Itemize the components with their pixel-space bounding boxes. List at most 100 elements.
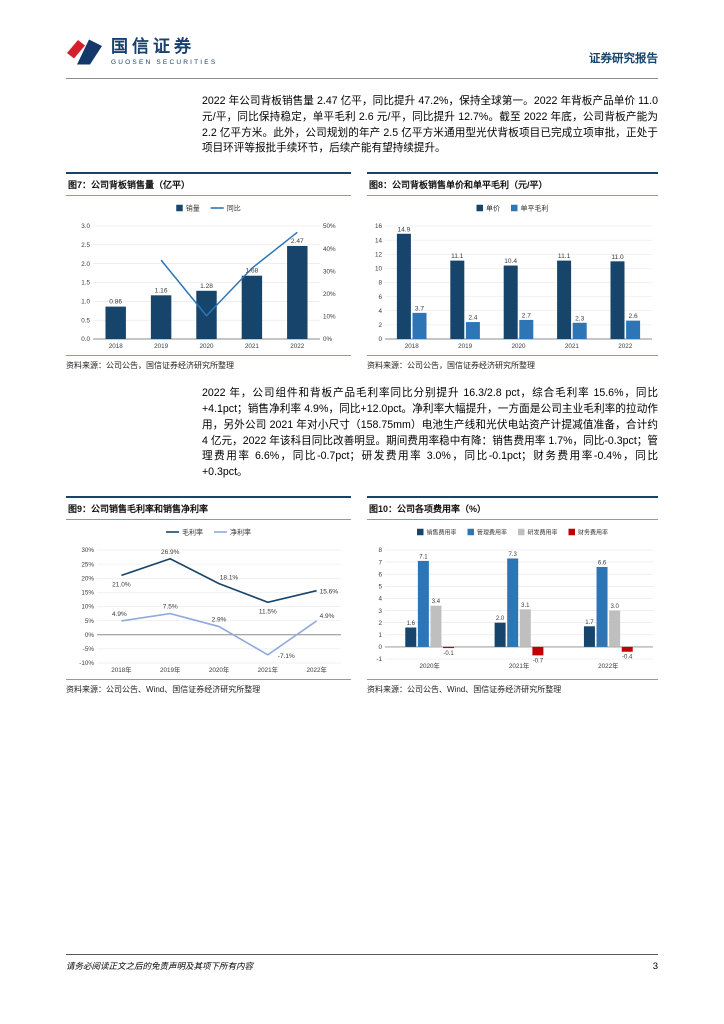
svg-text:20%: 20% xyxy=(81,575,94,582)
figure-9-source: 资料来源：公司公告、Wind、国信证券经济研究所整理 xyxy=(66,684,261,694)
svg-text:50%: 50% xyxy=(323,223,336,230)
svg-text:2: 2 xyxy=(378,620,382,627)
svg-text:2022年: 2022年 xyxy=(306,665,326,674)
figure-10-title: 图10：公司各项费用率（%） xyxy=(367,495,658,520)
page-header: 国信证券 GUOSEN SECURITIES 证券研究报告 xyxy=(66,36,658,79)
svg-text:销量: 销量 xyxy=(186,204,200,213)
svg-text:14.9: 14.9 xyxy=(397,226,410,233)
svg-text:2021: 2021 xyxy=(245,343,260,350)
svg-text:7.1: 7.1 xyxy=(419,554,428,560)
logo-text: 国信证券 GUOSEN SECURITIES xyxy=(111,37,217,65)
page-footer: 请务必阅读正文之后的免责声明及其项下所有内容 3 xyxy=(66,954,658,972)
svg-text:20%: 20% xyxy=(323,291,336,298)
svg-text:2.6: 2.6 xyxy=(629,313,638,320)
svg-text:2019: 2019 xyxy=(154,343,169,350)
svg-text:单价: 单价 xyxy=(486,204,500,213)
svg-text:2019年: 2019年 xyxy=(160,665,180,674)
footer-disclaimer: 请务必阅读正文之后的免责声明及其项下所有内容 xyxy=(66,961,254,971)
report-type-label: 证券研究报告 xyxy=(589,53,658,65)
svg-text:11.1: 11.1 xyxy=(451,253,464,260)
svg-text:18.1%: 18.1% xyxy=(220,575,239,582)
svg-text:5: 5 xyxy=(378,584,382,591)
svg-text:4: 4 xyxy=(378,596,382,603)
figure-row-1: 图7：公司背板销售量（亿平） 0.0 0.5 1.0 1.5 2.0 2.5 3.0 0% 10… xyxy=(66,172,658,371)
svg-text:4.9%: 4.9% xyxy=(112,611,127,618)
svg-text:0: 0 xyxy=(378,336,382,343)
svg-text:4.9%: 4.9% xyxy=(320,613,335,620)
svg-text:15%: 15% xyxy=(81,590,94,597)
svg-text:-5%: -5% xyxy=(83,646,95,653)
svg-text:财务费用率: 财务费用率 xyxy=(578,528,608,536)
svg-text:25%: 25% xyxy=(81,561,94,568)
svg-text:10%: 10% xyxy=(81,604,94,611)
svg-text:15.6%: 15.6% xyxy=(320,589,339,596)
svg-text:2022: 2022 xyxy=(618,343,633,350)
figure-9: 图9：公司销售毛利率和销售净利率 -10% -5% 0% 5% 10% 15% 20% 25%… xyxy=(66,495,351,695)
svg-text:1.68: 1.68 xyxy=(245,268,258,275)
svg-text:2021年: 2021年 xyxy=(258,665,278,674)
svg-text:8: 8 xyxy=(378,280,382,287)
svg-text:4: 4 xyxy=(378,308,382,315)
svg-text:2.0: 2.0 xyxy=(496,616,505,622)
svg-text:2020年: 2020年 xyxy=(209,665,229,674)
figure-7-source: 资料来源：公司公告，国信证券经济研究所整理 xyxy=(66,361,234,371)
svg-text:11.0: 11.0 xyxy=(611,254,624,261)
svg-text:30%: 30% xyxy=(323,269,336,276)
figure-8-chart: 0 2 4 6 8 10 12 14 16 14.9 3.7 2018 11.1 2.4 2019 10.4 2… xyxy=(367,196,658,357)
svg-text:研发费用率: 研发费用率 xyxy=(528,528,558,536)
page-number: 3 xyxy=(652,961,658,972)
svg-text:单平毛利: 单平毛利 xyxy=(521,204,549,213)
svg-text:0%: 0% xyxy=(85,632,95,639)
svg-text:3.0: 3.0 xyxy=(610,604,619,610)
figure-8-source: 资料来源：公司公告，国信证券经济研究所整理 xyxy=(367,361,535,371)
svg-text:2018: 2018 xyxy=(405,343,420,350)
svg-text:-0.7: -0.7 xyxy=(533,658,544,664)
svg-text:11.1: 11.1 xyxy=(558,253,571,260)
svg-text:3.7: 3.7 xyxy=(415,306,424,313)
svg-text:40%: 40% xyxy=(323,246,336,253)
svg-text:7.5%: 7.5% xyxy=(163,604,178,611)
svg-text:2: 2 xyxy=(378,322,382,329)
svg-text:2.5: 2.5 xyxy=(81,242,90,249)
figure-7-chart: 0.0 0.5 1.0 1.5 2.0 2.5 3.0 0% 10% 20% 30% 40% 50% 0.… xyxy=(66,196,351,357)
svg-text:净利率: 净利率 xyxy=(230,527,251,536)
figure-10: 图10：公司各项费用率（%） -1 0 1 2 3 4 5 6 7 8 1.6 7.1 3.4 -0.1 2… xyxy=(367,495,658,695)
svg-text:1: 1 xyxy=(378,632,382,639)
figure-9-title: 图9：公司销售毛利率和销售净利率 xyxy=(66,495,351,520)
svg-text:6: 6 xyxy=(378,571,382,578)
svg-text:0.0: 0.0 xyxy=(81,336,90,343)
figure-10-source: 资料来源：公司公告、Wind、国信证券经济研究所整理 xyxy=(367,684,562,694)
svg-text:6: 6 xyxy=(378,294,382,301)
svg-text:2.0: 2.0 xyxy=(81,261,90,268)
svg-text:2021: 2021 xyxy=(565,343,580,350)
paragraph-backplane-sales: 2022 年公司背板销售量 2.47 亿平，同比提升 47.2%，保持全球第一。… xyxy=(202,95,658,155)
svg-text:1.0: 1.0 xyxy=(81,299,90,306)
figure-8: 图8：公司背板销售单价和单平毛利（元/平） 0 2 4 6 8 10 12 14 16 14.9 3… xyxy=(367,172,658,371)
svg-text:6.6: 6.6 xyxy=(598,560,607,566)
svg-text:1.5: 1.5 xyxy=(81,280,90,287)
svg-text:-10%: -10% xyxy=(79,660,94,667)
svg-text:2018: 2018 xyxy=(109,343,124,350)
svg-text:0.5: 0.5 xyxy=(81,318,90,325)
svg-text:-1: -1 xyxy=(376,656,382,663)
guosen-logo-icon xyxy=(67,39,102,65)
figure-10-chart: -1 0 1 2 3 4 5 6 7 8 1.6 7.1 3.4 -0.1 2020年 2.0 7.3 3.1 -0… xyxy=(367,520,658,680)
svg-text:1.7: 1.7 xyxy=(585,620,594,626)
svg-text:3.4: 3.4 xyxy=(432,599,441,605)
svg-text:3.1: 3.1 xyxy=(521,603,530,609)
svg-text:7: 7 xyxy=(378,559,382,566)
svg-text:14: 14 xyxy=(375,238,383,245)
svg-text:10: 10 xyxy=(375,266,383,273)
svg-text:11.5%: 11.5% xyxy=(259,608,277,615)
figure-8-title: 图8：公司背板销售单价和单平毛利（元/平） xyxy=(367,172,658,197)
svg-text:10.4: 10.4 xyxy=(504,258,517,265)
svg-text:1.16: 1.16 xyxy=(155,287,168,294)
svg-text:管理费用率: 管理费用率 xyxy=(477,528,507,536)
figure-row-2: 图9：公司销售毛利率和销售净利率 -10% -5% 0% 5% 10% 15% 20% 25%… xyxy=(66,495,658,695)
svg-text:26.9%: 26.9% xyxy=(161,549,180,556)
svg-text:7.3: 7.3 xyxy=(509,552,518,558)
svg-text:2019: 2019 xyxy=(458,343,473,350)
figure-7-title: 图7：公司背板销售量（亿平） xyxy=(66,172,351,197)
svg-text:2021年: 2021年 xyxy=(509,661,529,670)
